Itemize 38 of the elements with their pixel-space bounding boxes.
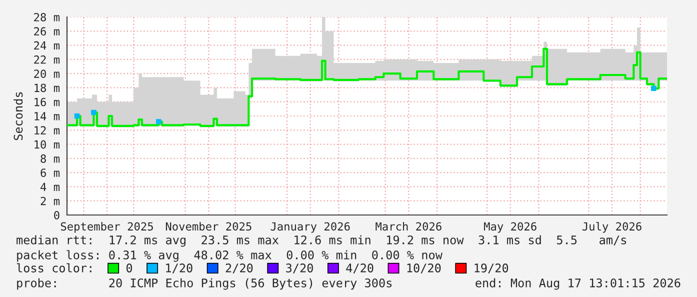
legend-title: loss color: [16,263,92,272]
point [156,119,162,124]
y-tick-label: 16 m [34,98,60,106]
y-tick-label: 18 m [34,84,60,92]
legend-label: 0 [126,264,132,272]
point [74,113,80,119]
x-tick-label: March 2026 [376,222,442,231]
point [91,110,96,116]
y-axis-title: Seconds [14,92,23,140]
legend-label: 3/20 [286,264,313,274]
y-tick-label: 0 [54,211,60,220]
y-tick-label: 26 m [34,27,60,36]
y-tick-label: 6 m [40,168,60,177]
y-tick-label: 8 m [40,154,60,163]
x-tick-label: January 2026 [270,222,350,233]
y-tick-label: 22 m [34,55,60,64]
y-tick-label: 10 m [34,140,60,149]
legend-label: 19/20 [474,264,508,274]
y-tick-label: 20 m [34,70,60,78]
y-tick-label: 28 m [34,13,60,22]
x-tick-label: September 2025 [60,222,153,233]
text: median rtt: 17.2 ms avg 23.5 ms max 12.6 ms min 19.2 ms now 3.1 ms sd 5.5 am/s [16,235,626,247]
y-tick-label: 4 m [40,182,60,191]
legend-label: 1/20 [166,264,192,274]
y-tick-label: 14 m [34,112,60,120]
x-tick-label: November 2025 [166,222,252,231]
y-tick-label: 24 m [34,41,60,50]
text: end: Mon Aug 17 13:01:15 2026 [476,278,680,290]
y-tick-label: 2 m [40,196,60,206]
legend-label: 2/20 [226,264,253,274]
point [651,86,656,92]
legend-label: 4/20 [346,264,374,274]
x-tick-label: May 2026 [484,222,536,233]
text: packet loss: 0.31 % avg 48.02 % max 0.00 % min 0.00 % now [17,250,442,262]
text: probe: 20 ICMP Echo Pings (56 Bytes) every 300s [17,278,392,290]
y-tick-label: 12 m [34,126,60,134]
legend-label: 10/20 [407,264,441,274]
x-tick-label: July 2026 [582,222,642,233]
